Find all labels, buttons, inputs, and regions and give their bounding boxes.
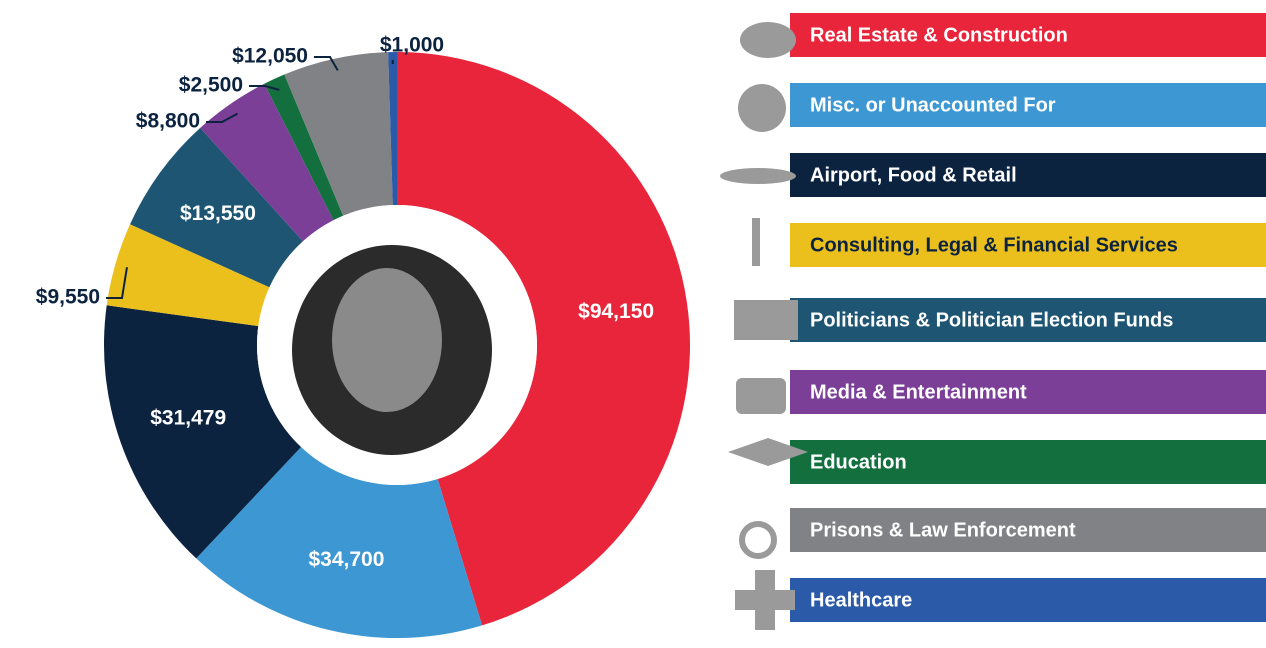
legend-label: Education	[810, 451, 907, 473]
icon-medical	[735, 570, 795, 630]
legend-label: Airport, Food & Retail	[810, 164, 1017, 186]
value-label: $9,550	[36, 286, 100, 309]
legend-label: Politicians & Politician Election Funds	[810, 309, 1173, 331]
value-label: $13,550	[180, 202, 256, 225]
value-label: $12,050	[232, 45, 308, 68]
legend-label: Media & Entertainment	[810, 381, 1027, 403]
icon-handcuffs	[742, 524, 774, 556]
icon-camera	[736, 378, 786, 414]
legend-label: Consulting, Legal & Financial Services	[810, 234, 1178, 256]
photo-face	[332, 268, 442, 412]
chart: $94,150 $34,700 $31,479 $9,550 $13,550 $8,800…	[0, 0, 1266, 648]
value-label: $94,150	[578, 300, 654, 323]
value-label: $34,700	[309, 548, 385, 571]
icon-plane	[720, 168, 796, 184]
icon-hardhat	[740, 22, 796, 58]
icon-peach	[738, 84, 786, 132]
icon-scales	[752, 218, 760, 266]
legend-label: Healthcare	[810, 589, 912, 611]
value-label: $2,500	[179, 74, 243, 97]
value-label: $8,800	[136, 110, 200, 133]
value-label: $31,479	[150, 406, 226, 429]
legend-label: Prisons & Law Enforcement	[810, 519, 1076, 541]
value-label: $1,000	[380, 34, 444, 57]
legend-label: Real Estate & Construction	[810, 24, 1068, 46]
legend-label: Misc. or Unaccounted For	[810, 94, 1056, 116]
icon-ballot-box	[734, 300, 798, 340]
